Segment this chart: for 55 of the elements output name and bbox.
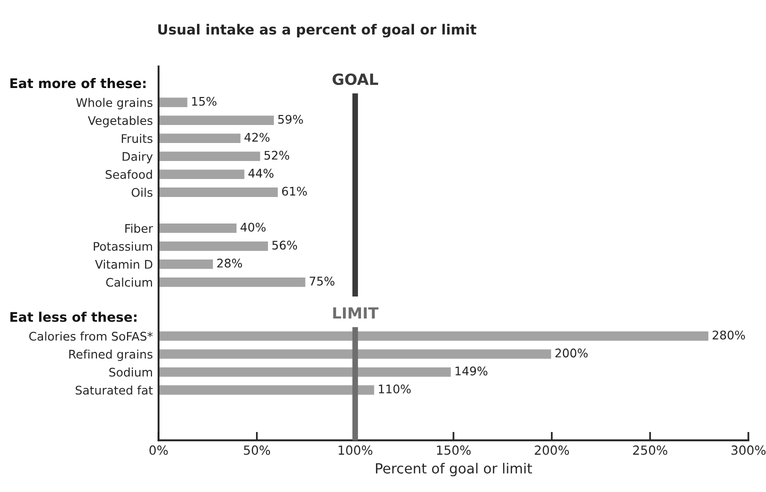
- chart-title: Usual intake as a percent of goal or limit: [158, 24, 476, 38]
- y-tick-label: Fiber: [125, 224, 154, 233]
- data-label: 44%: [248, 168, 274, 178]
- data-label: 56%: [272, 240, 298, 250]
- bar: [158, 330, 710, 342]
- text: Eat more of these:: [10, 78, 146, 88]
- y-tick-label: Potassium: [94, 242, 152, 251]
- data-label: 61%: [282, 186, 307, 196]
- x-axis-title: Percent of goal or limit: [376, 462, 532, 476]
- bar: [158, 258, 214, 270]
- data-label: 149%: [456, 366, 488, 376]
- bar: [158, 168, 246, 180]
- x-tick-label: 300%: [731, 445, 766, 455]
- bar: [158, 222, 238, 234]
- data-label: 40%: [240, 222, 266, 232]
- x-tick-label: 100%: [338, 445, 372, 455]
- data-label: 75%: [310, 276, 334, 286]
- data-label: 110%: [378, 384, 411, 394]
- bar: [158, 114, 276, 126]
- bar: [158, 348, 552, 360]
- bar: [158, 132, 242, 144]
- data-label: 15%: [192, 96, 216, 106]
- data-label: 59%: [278, 114, 303, 124]
- y-tick-label: Fruits: [122, 134, 152, 143]
- y-tick-label: Seafood: [106, 170, 152, 179]
- bar: [158, 240, 270, 252]
- x-tick-label: 250%: [633, 445, 668, 455]
- bar: [158, 384, 376, 396]
- bar: [158, 186, 280, 198]
- y-tick-label: Dairy: [122, 152, 153, 164]
- y-tick-label: Calcium: [106, 278, 152, 287]
- bar: [158, 150, 262, 162]
- text: Eat less of these:: [10, 312, 136, 322]
- x-tick-label: 200%: [534, 445, 569, 455]
- y-tick-label: Oils: [132, 188, 152, 197]
- bar: [158, 96, 189, 108]
- data-label: 52%: [264, 150, 290, 160]
- y-tick-label: Refined grains: [69, 350, 152, 361]
- x-tick-label: 0%: [149, 445, 168, 455]
- y-tick-label: Vegetables: [88, 116, 152, 128]
- data-label: 42%: [244, 132, 270, 142]
- x-tick-label: 50%: [244, 445, 270, 455]
- x-tick-label: 150%: [436, 445, 471, 455]
- bar: [158, 366, 452, 378]
- y-tick-label: Sodium: [109, 368, 152, 377]
- bar: [158, 276, 307, 288]
- data-label: 28%: [217, 258, 242, 268]
- data-label: 200%: [555, 348, 588, 358]
- y-tick-label: Vitamin D: [95, 260, 152, 269]
- ref-line-label: GOAL: [332, 73, 378, 86]
- data-label: 280%: [712, 330, 745, 340]
- y-tick-label: Saturated fat: [76, 386, 153, 395]
- ref-line-label: LIMIT: [333, 307, 378, 319]
- y-tick-label: Whole grains: [76, 98, 152, 110]
- y-tick-label: Calories from SoFAS*: [29, 332, 153, 341]
